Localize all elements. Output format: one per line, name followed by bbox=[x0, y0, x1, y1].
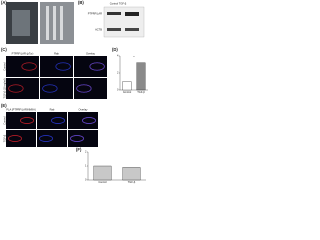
significance: * bbox=[133, 55, 135, 59]
bar bbox=[122, 81, 132, 91]
panel-label: (D) bbox=[112, 47, 118, 52]
panel-label: (A) bbox=[1, 0, 7, 5]
photo-detail bbox=[12, 10, 30, 36]
x-tick-label: TGF-β bbox=[137, 90, 145, 94]
band bbox=[107, 28, 121, 31]
y-tick-label: 0 bbox=[117, 88, 119, 92]
bar bbox=[93, 165, 112, 181]
cell-signal bbox=[39, 135, 54, 142]
cell-signal bbox=[70, 135, 85, 142]
panel-label: (C) bbox=[1, 47, 7, 52]
figure: (A) (B) Control TGF-β PTPRF/LAR ACTB (C)… bbox=[0, 0, 150, 187]
cell-signal bbox=[89, 62, 105, 71]
row-label: TGF-β bbox=[3, 134, 7, 142]
micrograph bbox=[74, 78, 107, 99]
cell-signal bbox=[7, 135, 22, 142]
x-tick-label: Control bbox=[98, 180, 107, 184]
column-header: Overlay bbox=[79, 108, 89, 112]
bar bbox=[122, 167, 141, 181]
column-header: Rab bbox=[50, 108, 55, 112]
micrograph bbox=[6, 112, 36, 129]
micrograph bbox=[37, 130, 67, 147]
photo-detail bbox=[46, 6, 49, 40]
photo-detail bbox=[53, 6, 56, 40]
micrograph bbox=[40, 78, 73, 99]
cell-signal bbox=[82, 117, 97, 124]
band bbox=[125, 28, 139, 31]
micrograph bbox=[68, 130, 98, 147]
photo-detail bbox=[60, 6, 63, 40]
row-label: Control bbox=[3, 62, 7, 71]
band bbox=[125, 12, 139, 16]
micrograph bbox=[37, 112, 67, 129]
band bbox=[107, 12, 121, 15]
panel-label: (E) bbox=[1, 103, 7, 108]
x-tick-label: Control bbox=[123, 90, 132, 94]
y-tick-label: 2 bbox=[117, 71, 119, 75]
cell-signal bbox=[76, 84, 92, 93]
blot-label: ACTB bbox=[95, 28, 102, 32]
photo bbox=[40, 2, 74, 44]
column-header: PTPRF/LAR (pTyr) bbox=[12, 52, 34, 56]
cell-signal bbox=[8, 84, 24, 93]
cell-signal bbox=[55, 62, 71, 71]
micrograph bbox=[68, 112, 98, 129]
y-tick-label: 1 bbox=[85, 164, 87, 168]
micrograph bbox=[6, 130, 36, 147]
row-label: Control bbox=[3, 116, 7, 125]
y-tick-label: 0 bbox=[85, 178, 87, 182]
cell-signal bbox=[21, 62, 37, 71]
cell-signal bbox=[42, 84, 58, 93]
x-tick-label: TGF-β bbox=[128, 180, 136, 184]
micrograph bbox=[40, 56, 73, 77]
blot bbox=[103, 6, 145, 38]
micrograph bbox=[6, 56, 39, 77]
panel-label: (B) bbox=[78, 0, 84, 5]
cell-signal bbox=[51, 117, 66, 124]
column-header: PLA (PTPRF/LAR/NMIIA) bbox=[6, 108, 36, 112]
micrograph bbox=[6, 78, 39, 99]
lane-label: Control TGF-β bbox=[110, 2, 127, 6]
panel-label: (F) bbox=[76, 147, 82, 152]
column-header: Rab bbox=[54, 52, 59, 56]
bar bbox=[136, 62, 146, 91]
cell-signal bbox=[19, 117, 34, 124]
column-header: Overlay bbox=[86, 52, 96, 56]
y-tick-label: 2 bbox=[85, 150, 87, 154]
micrograph bbox=[74, 56, 107, 77]
row-label: TGF-β (10 ng/ml) bbox=[3, 78, 7, 98]
blot-label: PTPRF/LAR bbox=[88, 12, 102, 16]
y-tick-label: 4 bbox=[117, 54, 119, 58]
